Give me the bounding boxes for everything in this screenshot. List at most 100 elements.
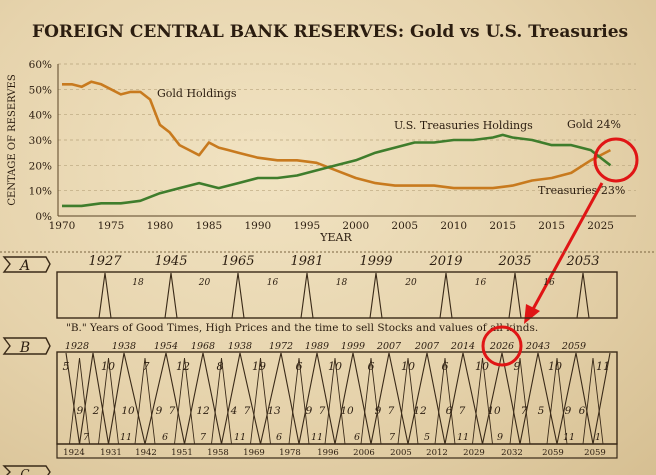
y-axis-label: CENTAGE OF RESERVES [7, 74, 18, 206]
bottom-year: 2029 [463, 448, 485, 458]
treasuries-now-annotation: Treasuries 23% [538, 184, 625, 197]
row-b-mid-number: 13 [267, 405, 281, 417]
row-a-year: 1965 [221, 254, 254, 269]
row-b-low-number: 1 [595, 432, 601, 443]
row-b-year: 1972 [269, 341, 293, 352]
row-a-peak [164, 272, 178, 319]
y-tick-label: 30% [29, 135, 52, 147]
row-b-top-number: 10 [475, 360, 489, 373]
bottom-year: 1978 [279, 448, 301, 458]
row-b-mid-number: 12 [196, 405, 210, 417]
y-tick-label: 0% [35, 211, 52, 223]
bottom-year: 2005 [390, 448, 412, 458]
x-tick-label: 2015 [538, 220, 565, 232]
row-b-year: 2007 [414, 341, 440, 352]
row-b-top-number: 10 [548, 360, 562, 373]
x-tick-label: 1970 [49, 220, 76, 232]
x-tick-label: 2025 [587, 220, 614, 232]
bottom-year: 1958 [207, 448, 229, 458]
y-tick-label: 20% [29, 160, 52, 172]
bottom-year: 1924 [63, 448, 85, 458]
grid [58, 63, 636, 192]
x-tick-label: 2015 [489, 220, 516, 232]
gold-series-label: Gold Holdings [157, 87, 237, 100]
row-b-low-number: 11 [457, 432, 469, 443]
row-a-year: 1927 [88, 254, 122, 269]
row-a-year: 2035 [497, 254, 531, 269]
bottom-year: 1996 [317, 448, 339, 458]
row-b-valley [472, 357, 493, 445]
bottom-year: 1969 [243, 448, 265, 458]
row-b-marker: B [2, 337, 51, 356]
row-b-mid-number: 6 [446, 405, 453, 417]
row-a-peak [231, 272, 245, 319]
bottom-year: 1942 [135, 448, 157, 458]
row-b-valley [288, 357, 310, 445]
bottom-year: 2059 [542, 448, 564, 458]
row-b-low-number: 7 [83, 432, 90, 443]
bottom-years-box [56, 443, 618, 459]
row-b-top-number: 10 [328, 360, 342, 373]
row-b-mid-number: 9 [77, 405, 84, 417]
row-b-valley [397, 357, 419, 445]
row-b-year: 2007 [376, 341, 402, 352]
row-a-marker: A [2, 256, 51, 274]
row-b-mid-number: 12 [413, 405, 427, 417]
row-b-mid-number: 2 [92, 405, 100, 417]
row-a-box [56, 271, 618, 319]
row-b-mid-number: 9 [156, 405, 163, 417]
row-b-year: 2014 [450, 341, 475, 352]
row-b-year: 1928 [65, 341, 89, 352]
row-b-mid-number: 4 [230, 405, 238, 417]
x-tick-label: 1995 [293, 220, 320, 232]
y-tick-labels: 0% 10% 20% 30% 40% 50% 60% [29, 59, 52, 223]
row-b-low-number: 7 [389, 432, 396, 443]
row-a-span: 18 [336, 278, 348, 288]
row-b-mid-number: 7 [319, 405, 326, 417]
row-b-valley [69, 357, 90, 445]
row-b-mid-number: 7 [388, 405, 395, 417]
row-b-valley [134, 357, 156, 445]
highlight-arrow [530, 182, 604, 312]
row-b-mid-number: 9 [375, 405, 382, 417]
row-a-year: 2053 [565, 254, 599, 269]
bottom-year: 2059 [584, 448, 606, 458]
row-b-low-number: 6 [354, 432, 360, 443]
row-b-year: 2059 [561, 341, 586, 352]
row-b-top-number: 5 [63, 360, 70, 373]
row-a-peak [98, 272, 112, 319]
row-b-mid-number: 5 [538, 405, 545, 417]
row-b-top-number: 19 [252, 360, 266, 373]
row-b-top-number: 10 [401, 360, 415, 373]
row-c-marker: C [2, 465, 51, 475]
x-tick-label: 1990 [244, 220, 271, 232]
y-tick-label: 40% [29, 110, 52, 122]
treasuries-line [62, 133, 612, 208]
row-b-low-number: 6 [162, 432, 168, 443]
row-a-span: 18 [132, 278, 144, 288]
row-b-year: 1989 [305, 341, 329, 352]
row-b-mid-number: 9 [306, 405, 313, 417]
row-b-year: 1954 [154, 341, 178, 352]
row-a-span: 16 [543, 278, 555, 288]
row-b-valley [582, 357, 604, 445]
row-b-mid-number: 6 [579, 405, 586, 417]
chart-title: FOREIGN CENTRAL BANK RESERVES: Gold vs U… [32, 22, 628, 42]
row-a-year: 2019 [428, 254, 462, 269]
row-b-cycles: 1928 1938 1954 1968 1938 1972 1989 1999 2007 2007… [63, 341, 611, 458]
row-a-year: 1999 [359, 254, 392, 269]
row-b-top-number: 7 [143, 360, 150, 373]
row-b-mid-number: 10 [121, 405, 135, 417]
row-a-peak [300, 272, 314, 319]
row-b-caption: "B." Years of Good Times, High Prices an… [66, 322, 538, 334]
row-a-span: 16 [475, 278, 487, 288]
highlight-arrowhead [524, 304, 540, 324]
row-a-arrow [2, 256, 51, 273]
row-b-top-number: 11 [596, 360, 610, 373]
x-tick-label: 1985 [196, 220, 223, 232]
row-b-low-number: 5 [424, 432, 430, 443]
highlight-circle-bottom [481, 325, 523, 367]
row-b-mid-number: 7 [459, 405, 466, 417]
row-b-low-number: 7 [200, 432, 207, 443]
x-axis-label: YEAR [319, 231, 352, 244]
